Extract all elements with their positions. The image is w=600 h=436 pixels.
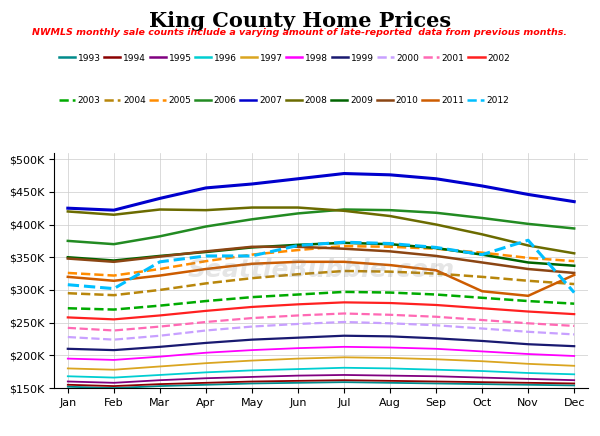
Text: SeattleBubble.com: SeattleBubble.com <box>187 258 455 283</box>
Legend: 2003, 2004, 2005, 2006, 2007, 2008, 2009, 2010, 2011, 2012: 2003, 2004, 2005, 2006, 2007, 2008, 2009… <box>59 96 509 105</box>
Text: NWMLS monthly sale counts include a varying amount of late-reported  data from p: NWMLS monthly sale counts include a vary… <box>32 28 568 37</box>
Text: King County Home Prices: King County Home Prices <box>149 11 451 31</box>
